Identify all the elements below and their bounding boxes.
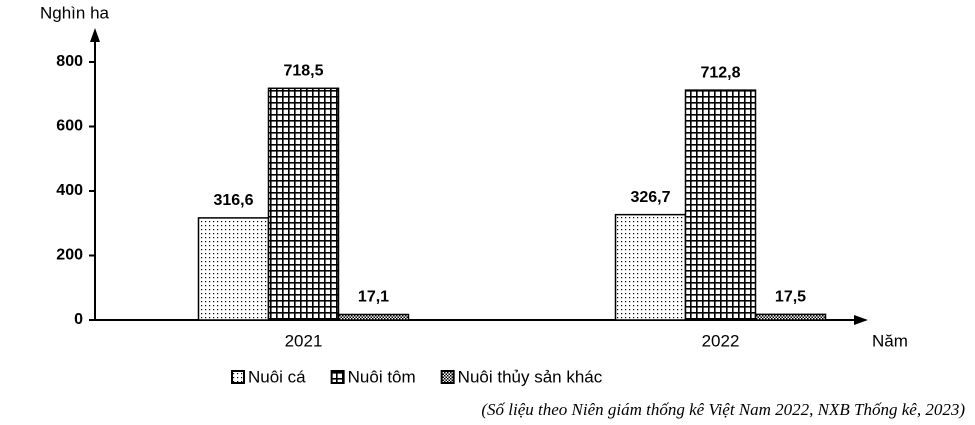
bar bbox=[614, 213, 687, 321]
bar bbox=[754, 313, 827, 321]
y-tick-label: 0 bbox=[74, 311, 83, 328]
legend-swatch bbox=[440, 370, 455, 384]
y-tick-label: 600 bbox=[56, 118, 83, 135]
legend-swatch bbox=[330, 370, 345, 384]
data-label: 316,6 bbox=[213, 192, 253, 209]
y-tick-label: 800 bbox=[56, 53, 83, 70]
data-label: 712,8 bbox=[700, 64, 740, 81]
x-tick-label: 2021 bbox=[285, 331, 323, 350]
legend-label: Nuôi cá bbox=[248, 367, 306, 386]
y-axis-label: Nghìn ha bbox=[40, 3, 110, 22]
data-label: 326,7 bbox=[630, 189, 670, 206]
source-note: (Số liệu theo Niên giám thống kê Việt Na… bbox=[481, 400, 965, 419]
bar bbox=[684, 89, 757, 321]
legend-label: Nuôi tôm bbox=[348, 367, 416, 386]
bar bbox=[337, 313, 410, 321]
y-tick-label: 400 bbox=[56, 182, 83, 199]
legend-label: Nuôi thủy sản khác bbox=[458, 367, 603, 386]
data-label: 17,1 bbox=[358, 289, 389, 306]
x-axis-arrow bbox=[854, 315, 868, 325]
data-label: 17,5 bbox=[775, 289, 806, 306]
legend-swatch bbox=[231, 370, 245, 384]
y-axis-arrow bbox=[90, 28, 100, 42]
data-label: 718,5 bbox=[283, 63, 323, 80]
bar bbox=[267, 87, 340, 321]
bar bbox=[197, 217, 270, 321]
x-axis-label: Năm bbox=[872, 331, 908, 350]
y-tick-label: 200 bbox=[56, 247, 83, 264]
x-tick-label: 2022 bbox=[702, 331, 740, 350]
